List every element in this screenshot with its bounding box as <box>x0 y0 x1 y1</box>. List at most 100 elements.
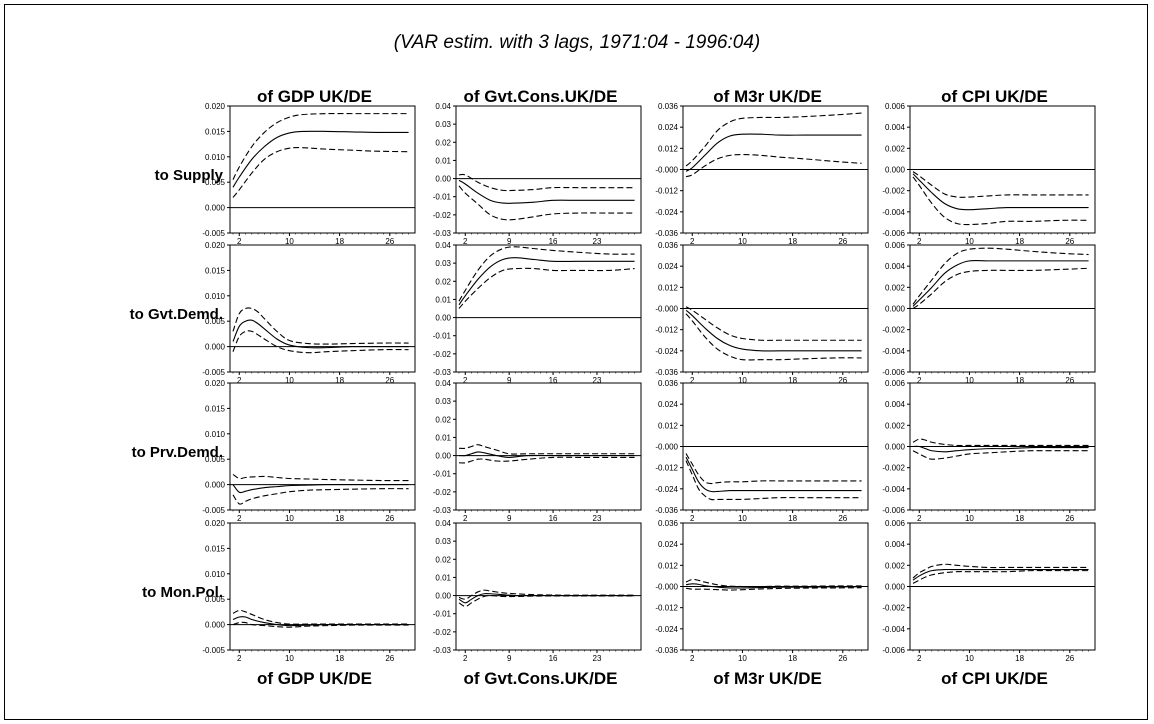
x-tick-label-r2c2-3: 23 <box>593 376 602 385</box>
confidence-band-1-r2c1 <box>232 307 409 345</box>
x-tick-label-r1c1-3: 26 <box>385 237 394 246</box>
y-tick-label-r4c1-5: -0.005 <box>202 646 225 655</box>
y-tick-label-r4c3-2: 0.012 <box>658 561 679 570</box>
column-title-top-4: of CPI UK/DE <box>941 87 1048 106</box>
x-tick-label-r4c1-1: 10 <box>285 654 294 663</box>
y-tick-label-r2c3-6: -0.036 <box>655 368 678 377</box>
y-tick-label-r1c4-4: -0.002 <box>882 187 905 196</box>
x-tick-label-r3c3-1: 10 <box>738 514 747 523</box>
x-tick-label-r2c4-2: 18 <box>1015 376 1024 385</box>
y-tick-label-r1c2-0: 0.04 <box>435 102 451 111</box>
x-tick-label-r1c4-0: 2 <box>917 237 922 246</box>
irf-line-r2c4 <box>912 260 1089 307</box>
x-tick-label-r4c3-2: 18 <box>788 654 797 663</box>
y-tick-label-r4c2-4: 0.00 <box>435 592 451 601</box>
x-tick-label-r1c2-1: 9 <box>507 237 512 246</box>
x-tick-label-r2c1-2: 18 <box>335 376 344 385</box>
irf-line-r3c3 <box>685 456 862 493</box>
x-tick-label-r2c3-0: 2 <box>690 376 695 385</box>
y-tick-label-r1c2-5: -0.01 <box>433 193 452 202</box>
confidence-band-1-r3c2 <box>458 444 635 455</box>
y-tick-label-r3c2-4: 0.00 <box>435 452 451 461</box>
y-tick-label-r3c4-4: -0.002 <box>882 464 905 473</box>
y-tick-label-r1c4-5: -0.004 <box>882 208 905 217</box>
x-tick-label-r2c2-1: 9 <box>507 376 512 385</box>
y-tick-label-r3c2-0: 0.04 <box>435 379 451 388</box>
column-title-bottom-2: of Gvt.Cons.UK/DE <box>464 669 618 688</box>
y-tick-label-r2c3-4: -0.012 <box>655 326 678 335</box>
confidence-band-1-r4c1 <box>232 609 409 625</box>
x-tick-label-r1c1-0: 2 <box>237 237 242 246</box>
y-tick-label-r4c3-1: 0.024 <box>658 540 679 549</box>
x-tick-label-r2c3-2: 18 <box>788 376 797 385</box>
confidence-band-2-r2c1 <box>232 330 409 354</box>
row-label-4: to Mon.Pol. <box>142 584 223 601</box>
irf-line-r4c3 <box>685 583 862 589</box>
x-tick-label-r1c3-1: 10 <box>738 237 747 246</box>
x-tick-label-r3c4-1: 10 <box>965 514 974 523</box>
y-tick-label-r3c4-6: -0.006 <box>882 506 905 515</box>
figure-subtitle: (VAR estim. with 3 lags, 1971:04 - 1996:… <box>393 32 761 53</box>
x-tick-label-r3c1-2: 18 <box>335 514 344 523</box>
y-tick-label-r2c1-1: 0.015 <box>205 266 226 275</box>
confidence-band-1-r4c4 <box>912 563 1089 579</box>
y-tick-label-r3c4-5: -0.004 <box>882 485 905 494</box>
x-tick-label-r2c1-1: 10 <box>285 376 294 385</box>
y-tick-label-r1c1-2: 0.010 <box>205 153 226 162</box>
y-tick-label-r3c1-5: -0.005 <box>202 506 225 515</box>
confidence-band-1-r1c1 <box>232 112 409 180</box>
panel-frame-r1c1 <box>229 105 416 234</box>
y-tick-label-r3c1-0: 0.020 <box>205 379 226 388</box>
panel-frame-r3c1 <box>229 382 416 511</box>
y-tick-label-r2c4-1: 0.004 <box>885 262 906 271</box>
x-tick-label-r1c3-3: 26 <box>838 237 847 246</box>
row-label-1: to Supply <box>155 167 224 184</box>
x-tick-label-r3c4-3: 26 <box>1065 514 1074 523</box>
x-tick-label-r1c3-2: 18 <box>788 237 797 246</box>
x-tick-label-r1c4-2: 18 <box>1015 237 1024 246</box>
x-tick-label-r2c4-1: 10 <box>965 376 974 385</box>
y-tick-label-r1c2-7: -0.03 <box>433 229 452 238</box>
confidence-band-1-r1c4 <box>912 171 1089 198</box>
y-tick-label-r2c4-5: -0.004 <box>882 347 905 356</box>
x-tick-label-r4c1-0: 2 <box>237 654 242 663</box>
y-tick-label-r2c2-6: -0.02 <box>433 350 452 359</box>
y-tick-label-r2c4-0: 0.006 <box>885 241 906 250</box>
y-tick-label-r3c3-0: 0.036 <box>658 379 679 388</box>
x-tick-label-r4c2-2: 16 <box>549 654 558 663</box>
y-tick-label-r3c3-5: -0.024 <box>655 485 678 494</box>
panel-frame-r2c1 <box>229 244 416 373</box>
y-tick-label-r3c4-3: 0.000 <box>885 443 906 452</box>
confidence-band-2-r1c4 <box>912 176 1089 226</box>
y-tick-label-r2c2-2: 0.02 <box>435 277 451 286</box>
y-tick-label-r4c3-0: 0.036 <box>658 519 679 528</box>
x-tick-label-r4c2-0: 2 <box>463 654 468 663</box>
y-tick-label-r4c3-3: -0.000 <box>655 583 678 592</box>
y-tick-label-r1c2-3: 0.01 <box>435 156 451 165</box>
y-tick-label-r2c2-1: 0.03 <box>435 259 451 268</box>
y-tick-label-r1c3-1: 0.024 <box>658 123 679 132</box>
x-tick-label-r2c4-0: 2 <box>917 376 922 385</box>
irf-line-r1c3 <box>685 133 862 172</box>
column-title-bottom-3: of M3r UK/DE <box>713 669 822 688</box>
confidence-band-2-r4c1 <box>232 621 409 628</box>
y-tick-label-r4c4-4: -0.002 <box>882 604 905 613</box>
confidence-band-1-r2c2 <box>458 246 635 302</box>
confidence-band-2-r4c4 <box>912 570 1089 584</box>
y-tick-label-r1c3-2: 0.012 <box>658 144 679 153</box>
x-tick-label-r1c2-0: 2 <box>463 237 468 246</box>
y-tick-label-r2c3-5: -0.024 <box>655 347 678 356</box>
y-tick-label-r3c4-0: 0.006 <box>885 379 906 388</box>
x-tick-label-r2c3-3: 26 <box>838 376 847 385</box>
x-tick-label-r3c4-2: 18 <box>1015 514 1024 523</box>
y-tick-label-r2c2-0: 0.04 <box>435 241 451 250</box>
confidence-band-1-r3c3 <box>685 453 862 485</box>
y-tick-label-r2c4-2: 0.002 <box>885 283 906 292</box>
column-title-bottom-4: of CPI UK/DE <box>941 669 1048 688</box>
y-tick-label-r2c1-0: 0.020 <box>205 241 226 250</box>
x-tick-label-r1c3-0: 2 <box>690 237 695 246</box>
x-tick-label-r4c4-0: 2 <box>917 654 922 663</box>
x-tick-label-r1c2-2: 16 <box>549 237 558 246</box>
y-tick-label-r4c3-4: -0.012 <box>655 604 678 613</box>
y-tick-label-r2c4-4: -0.002 <box>882 326 905 335</box>
